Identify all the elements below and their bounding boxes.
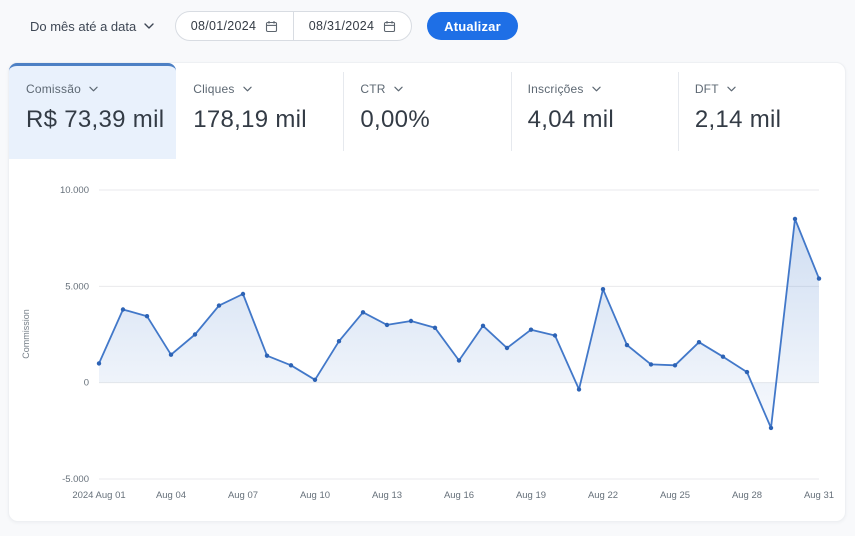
metric-label: Cliques — [193, 82, 235, 96]
svg-text:Aug 10: Aug 10 — [300, 490, 330, 501]
metric-value: R$ 73,39 mil — [26, 106, 165, 133]
metric-card-ctr[interactable]: CTR 0,00% — [343, 63, 510, 159]
svg-text:Aug 04: Aug 04 — [156, 490, 186, 501]
svg-text:Aug 31: Aug 31 — [804, 490, 834, 501]
date-divider — [293, 12, 294, 40]
end-date-input[interactable]: 08/31/2024 — [294, 12, 411, 40]
svg-text:Aug 28: Aug 28 — [732, 490, 762, 501]
metric-value: 4,04 mil — [527, 106, 615, 133]
svg-text:Aug 13: Aug 13 — [372, 490, 402, 501]
svg-text:Aug 22: Aug 22 — [588, 490, 618, 501]
metric-value: 2,14 mil — [694, 106, 782, 133]
dashboard-panel: Comissão R$ 73,39 mil Cliques 178,19 mil… — [8, 62, 846, 522]
period-selector-label: Do mês até a data — [30, 18, 137, 34]
commission-chart: 10.000 5.000 0 -5.000 Commission 2024 Aug 01 A… — [9, 159, 847, 523]
commission-chart-svg: 10.000 5.000 0 -5.000 Commission 2024 Aug 01 A… — [21, 185, 834, 501]
metric-card-inscricoes[interactable]: Inscrições 4,04 mil — [510, 63, 678, 159]
date-range-picker[interactable]: 08/01/2024 08/31/2024 — [175, 11, 412, 41]
svg-text:Aug 19: Aug 19 — [516, 490, 546, 501]
chart-area-fill — [99, 218, 819, 428]
metric-value: 178,19 mil — [193, 106, 307, 133]
svg-text:Aug 07: Aug 07 — [228, 490, 258, 501]
end-date-value: 08/31/2024 — [308, 19, 375, 33]
metric-value: 0,00% — [360, 106, 430, 133]
svg-text:Aug 16: Aug 16 — [444, 490, 474, 501]
chart-markers — [96, 216, 822, 431]
metric-label: CTR — [360, 82, 386, 96]
chevron-down-icon[interactable] — [393, 86, 403, 92]
chevron-down-icon[interactable] — [727, 86, 736, 92]
metric-card-comissao[interactable]: Comissão R$ 73,39 mil — [9, 63, 177, 159]
chevron-down-icon — [144, 23, 154, 29]
metric-cards-row: Comissão R$ 73,39 mil Cliques 178,19 mil… — [9, 63, 845, 159]
calendar-icon[interactable] — [383, 20, 396, 33]
svg-text:Aug 25: Aug 25 — [660, 490, 690, 501]
start-date-value: 08/01/2024 — [190, 19, 257, 33]
x-axis-ticks: 2024 Aug 01 Aug 04 Aug 07 Aug 10 Aug 13 Aug 1… — [72, 490, 834, 501]
chevron-down-icon[interactable] — [242, 86, 252, 92]
start-date-input[interactable]: 08/01/2024 — [176, 12, 293, 40]
metric-label: Comissão — [26, 82, 81, 96]
svg-text:0: 0 — [84, 378, 89, 389]
update-button[interactable]: Atualizar — [427, 12, 518, 40]
metric-card-dft[interactable]: DFT 2,14 mil — [677, 63, 845, 159]
y-axis-title: Commission — [21, 309, 31, 359]
svg-text:5.000: 5.000 — [65, 281, 89, 292]
y-axis-ticks: 10.000 5.000 0 -5.000 — [60, 185, 89, 485]
metric-label: Inscrições — [527, 82, 584, 96]
chevron-down-icon[interactable] — [591, 86, 601, 92]
chevron-down-icon[interactable] — [89, 86, 98, 92]
svg-text:2024 Aug 01: 2024 Aug 01 — [72, 490, 125, 501]
calendar-icon[interactable] — [265, 20, 278, 33]
toolbar: Do mês até a data 08/01/2024 08/31/2024 — [0, 0, 855, 56]
svg-text:10.000: 10.000 — [60, 185, 89, 196]
svg-text:-5.000: -5.000 — [62, 474, 89, 485]
metric-label: DFT — [694, 82, 719, 96]
metric-card-cliques[interactable]: Cliques 178,19 mil — [176, 63, 343, 159]
period-selector[interactable]: Do mês até a data — [30, 14, 154, 38]
y-gridlines — [99, 189, 819, 480]
